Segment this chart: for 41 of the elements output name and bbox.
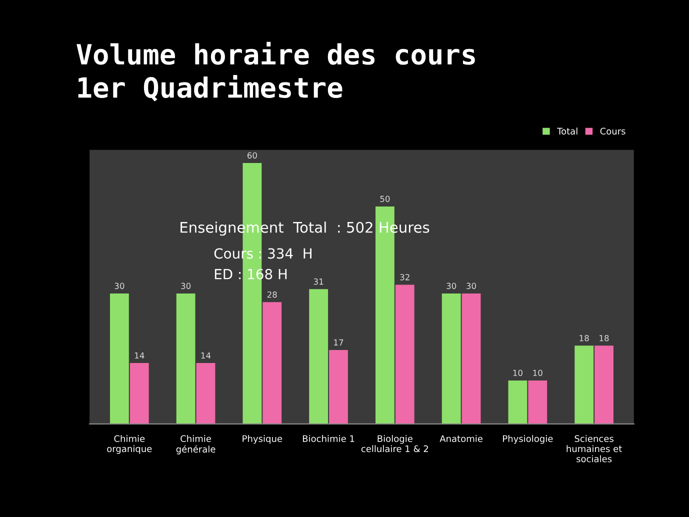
bar	[130, 363, 149, 424]
bar	[309, 289, 328, 424]
x-tick-label: Physiologie	[503, 435, 553, 444]
bar	[110, 293, 129, 424]
x-tick-label: Chimie générale	[176, 435, 216, 454]
bar	[196, 363, 216, 424]
data-label: 32	[400, 274, 410, 280]
bar	[262, 302, 282, 424]
data-label: 60	[247, 152, 257, 159]
chart-title: Volume horaire des cours 1er Quadrimestre	[76, 42, 475, 102]
data-label: 50	[380, 196, 390, 202]
data-label: 18	[600, 334, 609, 342]
data-label: 14	[134, 352, 144, 359]
data-label: 17	[334, 339, 344, 346]
data-label: 14	[201, 352, 211, 359]
bar	[574, 346, 594, 424]
data-label: 30	[446, 282, 456, 290]
x-tick-label: Biochimie 1	[302, 435, 354, 442]
data-label: 30	[466, 282, 476, 290]
x-tick-label: Physique	[242, 435, 282, 444]
data-label: 10	[533, 370, 542, 376]
bar	[395, 284, 414, 424]
x-tick-label: Chimie organique	[107, 435, 152, 454]
data-label: 28	[267, 291, 277, 298]
legend-label: Total	[557, 128, 578, 135]
x-tick-label: Sciences humaines et sociales	[566, 435, 622, 462]
bar	[329, 350, 348, 424]
bar	[462, 293, 481, 424]
bar	[442, 293, 461, 424]
bar	[508, 380, 528, 424]
data-label: 18	[580, 334, 589, 342]
bar	[176, 293, 196, 424]
data-label: 30	[114, 282, 124, 290]
x-tick-label: Biologie cellulaire 1 & 2	[361, 435, 428, 452]
legend-label: Cours	[600, 128, 626, 135]
x-tick-label: Anatomie	[440, 435, 482, 442]
bar	[594, 346, 614, 424]
data-label: 10	[513, 370, 522, 376]
data-label: 31	[314, 278, 324, 285]
bar	[528, 380, 548, 424]
data-label: 30	[181, 282, 191, 290]
